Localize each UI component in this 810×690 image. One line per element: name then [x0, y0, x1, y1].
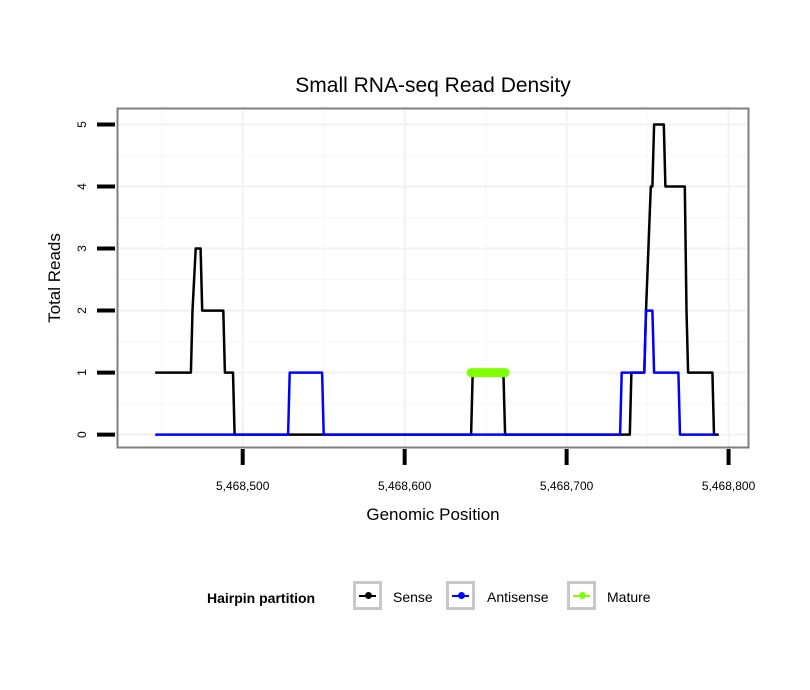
legend-label-sense: Sense [393, 589, 433, 605]
series-layer [155, 123, 719, 436]
legend-point-icon [579, 592, 586, 599]
series-line-sense [155, 123, 719, 436]
chart: Small RNA-seq Read Density 0 1 2 3 4 5 5,468,… [45, 74, 756, 524]
series-line-antisense [155, 309, 716, 436]
legend-title: Hairpin partition [207, 590, 316, 606]
legend-key-mature [567, 581, 596, 610]
y-tick-label: 2 [75, 307, 89, 314]
x-tick-label: 5,468,800 [702, 479, 756, 493]
legend-label-mature: Mature [607, 589, 651, 605]
x-axis-title: Genomic Position [366, 505, 499, 524]
y-tick-label: 4 [75, 183, 89, 190]
plot-border [116, 107, 750, 449]
y-axis-title: Total Reads [45, 233, 64, 323]
y-tick-label: 5 [75, 121, 89, 128]
legend-label-antisense: Antisense [487, 589, 549, 605]
y-axis: 0 1 2 3 4 5 [75, 121, 115, 438]
legend: Hairpin partition Sense Antisense Mature [0, 580, 810, 616]
y-tick-label: 1 [75, 369, 89, 376]
legend-key-antisense [446, 581, 475, 610]
x-tick-label: 5,468,600 [378, 479, 432, 493]
chart-title: Small RNA-seq Read Density [295, 74, 571, 97]
plot-background [118, 109, 748, 447]
x-axis: 5,468,500 5,468,600 5,468,700 5,468,800 [216, 449, 756, 493]
legend-point-icon [365, 592, 372, 599]
legend-key-sense [353, 581, 382, 610]
legend-point-icon [458, 592, 465, 599]
y-tick-label: 0 [75, 431, 89, 438]
x-tick-label: 5,468,500 [216, 479, 270, 493]
x-tick-label: 5,468,700 [540, 479, 594, 493]
y-tick-label: 3 [75, 245, 89, 252]
